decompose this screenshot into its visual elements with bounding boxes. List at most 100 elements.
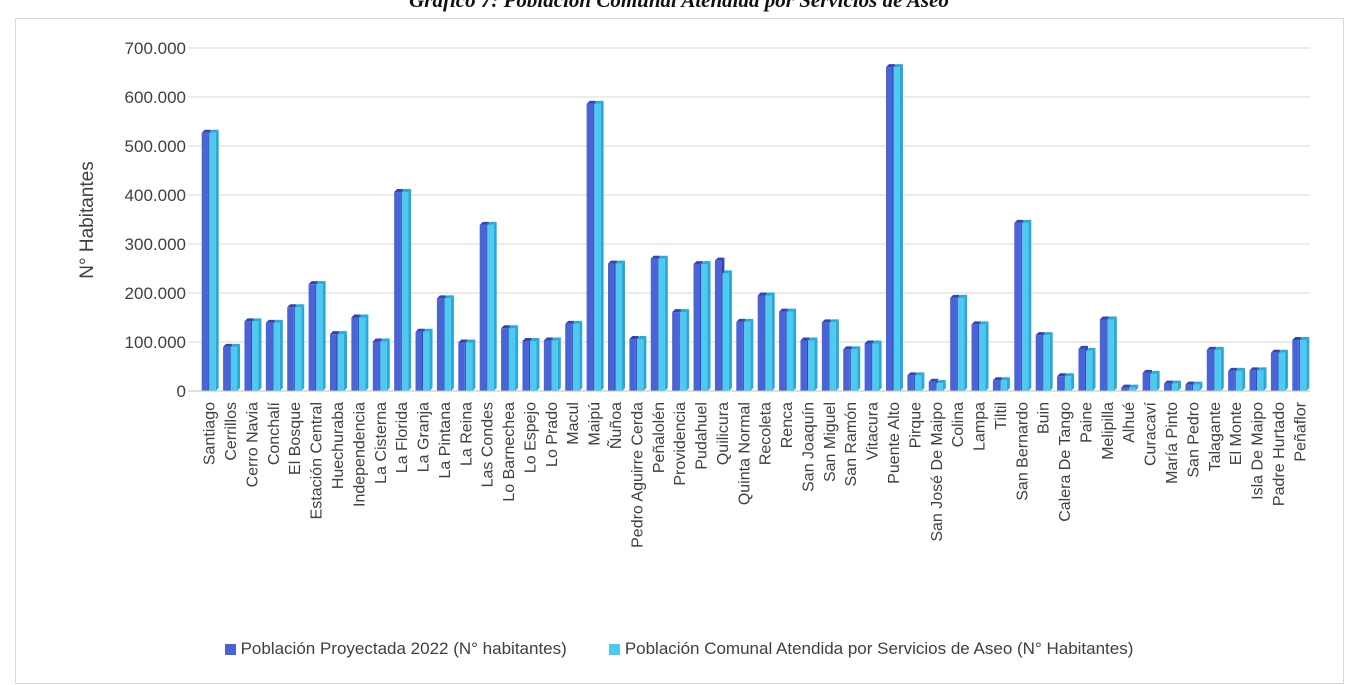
x-tick-label: Quilicura [715,402,732,465]
bar-top [287,304,297,308]
bar [223,346,230,391]
bar [886,67,893,392]
bar [1021,222,1029,391]
bar-side [1049,332,1053,391]
bar-top [572,320,583,324]
bar-top [736,318,746,322]
x-tick-label: Macul [565,402,582,445]
y-tick-label: 400.000 [125,186,186,205]
x-tick-label: La Cisterna [373,402,390,484]
bar-top [230,343,241,347]
bar-series2 [487,221,497,391]
bar-top [244,318,254,322]
bar-side [1284,349,1288,391]
bar-series2 [1192,381,1203,391]
bar [230,346,238,391]
bar [872,343,879,391]
bar-top [337,331,347,335]
x-tick-label: El Monte [1228,402,1245,465]
bar-top [992,377,1003,381]
bar-side [707,261,711,391]
bar-series2 [936,380,946,391]
bar [316,284,323,391]
bar-side [964,294,968,391]
bar-series2 [893,64,903,392]
bar-top [358,314,369,318]
bar-top [330,331,340,335]
bar-top [928,378,939,382]
bar [864,343,872,391]
bar [765,295,772,391]
x-tick-label: Huechuraba [330,402,347,489]
bar [957,297,965,391]
bar [1214,349,1221,391]
bar-top [458,339,468,343]
x-tick-label: San Ramón [843,402,860,487]
bar-side [793,308,797,391]
bar-top [529,338,540,342]
y-axis-title: N° Habitantes [77,161,98,278]
bar [829,322,836,391]
bar [979,324,986,391]
bar-top [1164,380,1174,384]
bar-top [821,319,832,323]
bar [572,323,580,391]
bar-side [472,339,476,391]
bar-top [864,340,875,344]
bar-side [1178,380,1181,391]
bar [757,295,765,391]
x-tick-label: Pedro Aguirre Cerda [629,402,646,548]
bar-top [436,295,447,299]
bar [1057,376,1064,391]
x-tick-label: Colina [950,402,967,447]
x-tick-label: Curacaví [1143,401,1160,466]
bar-series2 [423,328,433,391]
bar-top [936,380,946,384]
bar-series2 [358,314,369,391]
bar-top [551,337,561,341]
bar-top [672,309,682,313]
x-tick-label: Peñaflor [1292,401,1309,461]
bar-side [664,255,668,391]
bar [658,258,665,391]
x-tick-label: Recoleta [758,402,775,465]
bar-series2 [209,129,219,391]
bar [1128,387,1136,391]
bar-top [1185,381,1195,385]
bar-top [693,261,704,265]
bar-side [237,343,241,391]
bar-top [1206,346,1217,350]
bar [636,339,644,391]
x-tick-label: San Miguel [822,402,839,482]
bar-series2 [765,292,775,391]
bar-series2 [679,309,690,391]
bar-top [800,337,810,341]
bar-top [636,336,647,340]
bar-series2 [572,320,583,391]
bar-top [1078,345,1088,349]
bar-top [843,346,853,350]
bar [244,321,251,391]
bar-top [1057,373,1067,377]
bar-top [807,337,818,341]
bar-top [586,100,597,104]
bar [936,383,943,391]
bar-side [536,338,540,391]
bar-top [1142,369,1153,373]
x-tick-label: Alhué [1121,402,1138,443]
bar-top [316,281,326,285]
bar-top [608,260,618,264]
bar [380,341,387,391]
x-tick-label: Santiago [202,402,219,465]
bar-side [515,325,519,391]
bar-side [1242,367,1246,391]
bar-side [1220,346,1224,391]
bar [1185,384,1192,391]
legend-swatch-series2 [608,643,620,655]
bar-series2 [1299,337,1310,391]
document-caption: Gráfico 7: Población Comunal Atendida po… [409,0,949,12]
bar [1000,380,1007,391]
bar-top [714,257,725,261]
bar-side [1092,347,1096,391]
